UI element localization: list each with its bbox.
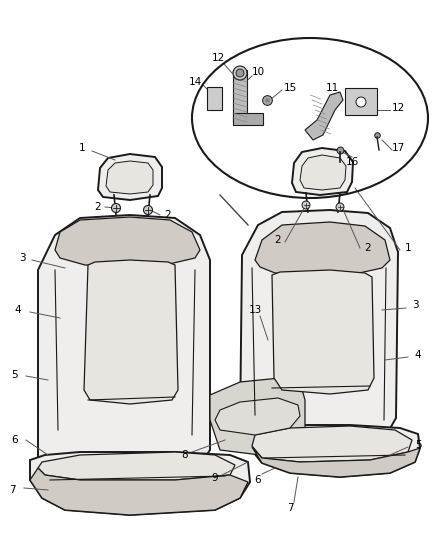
Polygon shape — [38, 215, 210, 472]
Text: 14: 14 — [188, 77, 201, 87]
Polygon shape — [240, 210, 398, 438]
Text: 2: 2 — [365, 243, 371, 253]
Text: 7: 7 — [9, 485, 15, 495]
Circle shape — [236, 69, 244, 77]
Polygon shape — [233, 113, 263, 125]
Polygon shape — [255, 222, 390, 276]
Text: 2: 2 — [95, 202, 101, 212]
Circle shape — [112, 204, 120, 213]
Polygon shape — [345, 88, 377, 115]
Text: 5: 5 — [12, 370, 18, 380]
Circle shape — [144, 206, 152, 214]
Polygon shape — [215, 398, 300, 435]
Polygon shape — [305, 92, 343, 140]
Text: 12: 12 — [392, 103, 405, 113]
Text: 3: 3 — [19, 253, 25, 263]
Polygon shape — [106, 161, 153, 194]
Circle shape — [233, 66, 247, 80]
Polygon shape — [292, 148, 353, 195]
Text: 8: 8 — [182, 450, 188, 460]
Text: 10: 10 — [251, 67, 265, 77]
Polygon shape — [55, 217, 200, 267]
Text: 7: 7 — [287, 503, 293, 513]
Polygon shape — [30, 468, 248, 515]
Polygon shape — [252, 426, 412, 462]
Polygon shape — [252, 447, 420, 477]
Circle shape — [356, 97, 366, 107]
Polygon shape — [30, 452, 250, 515]
Text: 3: 3 — [412, 300, 418, 310]
Text: 4: 4 — [415, 350, 421, 360]
Polygon shape — [38, 452, 235, 480]
Text: 6: 6 — [12, 435, 18, 445]
Polygon shape — [248, 425, 420, 477]
Text: 6: 6 — [254, 475, 261, 485]
Text: 1: 1 — [79, 143, 85, 153]
Polygon shape — [300, 155, 346, 190]
Polygon shape — [233, 70, 247, 123]
Text: 2: 2 — [165, 210, 171, 220]
Text: 13: 13 — [248, 305, 261, 315]
Text: 2: 2 — [275, 235, 281, 245]
Text: 11: 11 — [325, 83, 339, 93]
Text: 1: 1 — [405, 243, 411, 253]
Polygon shape — [210, 378, 305, 455]
Text: 5: 5 — [415, 440, 421, 450]
Text: 9: 9 — [212, 473, 218, 483]
Text: 15: 15 — [283, 83, 297, 93]
Polygon shape — [84, 260, 178, 404]
Text: 17: 17 — [392, 143, 405, 153]
Polygon shape — [98, 154, 162, 200]
Text: 12: 12 — [212, 53, 225, 63]
Polygon shape — [272, 270, 374, 394]
Circle shape — [302, 201, 310, 209]
Polygon shape — [207, 87, 222, 110]
Circle shape — [336, 203, 344, 211]
Text: 4: 4 — [15, 305, 21, 315]
Text: 16: 16 — [346, 157, 359, 167]
